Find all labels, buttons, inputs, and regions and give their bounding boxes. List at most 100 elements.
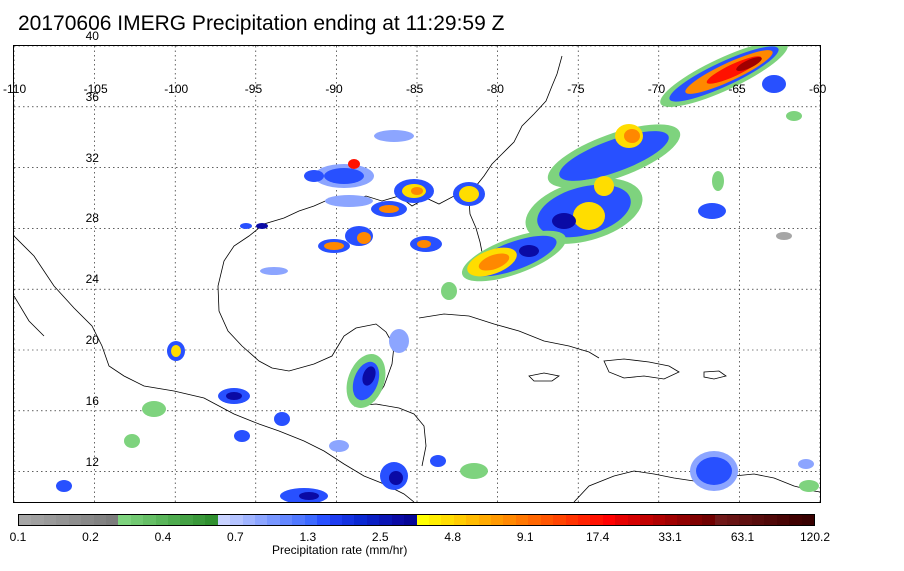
colorbar-swatch: [453, 515, 467, 525]
precip-cell: [256, 223, 268, 229]
precip-cell: [389, 471, 403, 485]
colorbar-swatch: [366, 515, 380, 525]
colorbar-swatch: [379, 515, 392, 525]
precip-cell: [696, 457, 732, 485]
precip-cell: [274, 412, 290, 426]
precip-cell: [460, 463, 488, 479]
colorbar-swatch: [391, 515, 405, 525]
colorbar-swatch: [428, 515, 442, 525]
colorbar-swatch: [491, 515, 504, 525]
longitude-label: -80: [486, 82, 504, 96]
colorbar-swatch: [751, 515, 765, 525]
longitude-label: -90: [325, 82, 343, 96]
colorbar-swatch: [540, 515, 554, 525]
colorbar-tick-label: 120.2: [799, 530, 831, 544]
precip-cell: [736, 57, 762, 71]
precip-cell: [56, 480, 72, 492]
colorbar-swatch: [56, 515, 69, 525]
latitude-label: 40: [85, 29, 99, 43]
colorbar-swatch: [652, 515, 665, 525]
precip-cell: [624, 129, 640, 143]
longitude-label: -105: [83, 82, 108, 96]
colorbar-swatch: [466, 515, 479, 525]
colorbar-swatch: [267, 515, 280, 525]
colorbar-swatch: [130, 515, 144, 525]
colorbar-swatch: [789, 515, 802, 525]
colorbar-swatch: [354, 515, 367, 525]
precip-cell: [519, 245, 539, 257]
precip-cell: [379, 205, 399, 213]
colorbar-swatch: [416, 515, 429, 525]
coastline-puerto-rico: [703, 370, 727, 380]
colorbar-swatch: [515, 515, 529, 525]
colorbar-swatch: [776, 515, 790, 525]
colorbar-swatch: [242, 515, 256, 525]
colorbar-tick-label: 2.5: [371, 530, 389, 544]
colorbar-swatch: [702, 515, 715, 525]
colorbar-tick-label: 0.7: [227, 530, 244, 544]
precip-cell: [357, 232, 371, 244]
colorbar-swatch: [404, 515, 417, 525]
colorbar-swatch: [205, 515, 218, 525]
colorbar-swatch: [727, 515, 740, 525]
colorbar-swatch: [19, 515, 32, 525]
colorbar-swatch: [341, 515, 355, 525]
colorbar-swatch: [565, 515, 578, 525]
colorbar-tick-label: 9.1: [516, 530, 534, 544]
longitude-label: -110: [3, 82, 27, 96]
colorbar-swatch: [503, 515, 516, 525]
longitude-label: -65: [728, 82, 746, 96]
colorbar-swatch: [105, 515, 119, 525]
coastline-mexico-west: [14, 295, 45, 337]
colorbar-tick-label: 4.8: [444, 530, 462, 544]
precip-cell: [299, 492, 319, 500]
precip-cell: [260, 267, 288, 275]
colorbar-tick-label: 17.4: [585, 530, 610, 544]
colorbar-tick-label: 0.2: [82, 530, 99, 544]
colorbar-swatch: [677, 515, 690, 525]
colorbar-swatch: [553, 515, 566, 525]
precip-cell: [441, 282, 457, 300]
latitude-label: 24: [85, 272, 99, 287]
map-title: 20170606 IMERG Precipitation ending at 1…: [18, 12, 505, 35]
precipitation-map: [14, 46, 820, 502]
longitude-label: -75: [567, 82, 585, 96]
colorbar-swatch: [155, 515, 169, 525]
precip-cell: [362, 366, 376, 386]
precip-cell: [304, 170, 324, 182]
colorbar-swatch: [143, 515, 156, 525]
colorbar-tick-label: 63.1: [730, 530, 755, 544]
coastline-honduras: [353, 403, 427, 467]
coastline-central-america: [14, 235, 415, 502]
longitude-label: -100: [164, 82, 189, 96]
colorbar-swatch: [739, 515, 752, 525]
latitude-label: 16: [85, 393, 99, 408]
colorbar-swatch: [279, 515, 293, 525]
precip-cell: [799, 480, 819, 492]
colorbar-swatch: [192, 515, 206, 525]
colorbar-swatch: [93, 515, 106, 525]
colorbar-swatch: [714, 515, 728, 525]
precip-cell: [324, 168, 364, 184]
colorbar-swatch: [81, 515, 94, 525]
colorbar-swatch: [43, 515, 57, 525]
colorbar-swatch: [180, 515, 193, 525]
colorbar-swatch: [615, 515, 628, 525]
coastline-hispaniola: [603, 358, 680, 380]
colorbar-swatch: [217, 515, 231, 525]
precip-cell: [389, 329, 409, 353]
coastline-jamaica: [528, 372, 560, 382]
colorbar-swatch: [304, 515, 318, 525]
colorbar-swatch: [764, 515, 777, 525]
longitude-label: -95: [244, 82, 263, 96]
precip-cell: [698, 203, 726, 219]
colorbar-tick-label: 1.3: [299, 530, 317, 544]
precip-cell: [786, 111, 802, 121]
precip-cell: [142, 401, 166, 417]
colorbar-swatch: [602, 515, 616, 525]
colorbar-swatch: [577, 515, 591, 525]
precip-cell: [226, 392, 242, 400]
colorbar-swatch: [640, 515, 653, 525]
coastline-us-east: [468, 55, 563, 253]
precip-cell: [411, 187, 423, 195]
